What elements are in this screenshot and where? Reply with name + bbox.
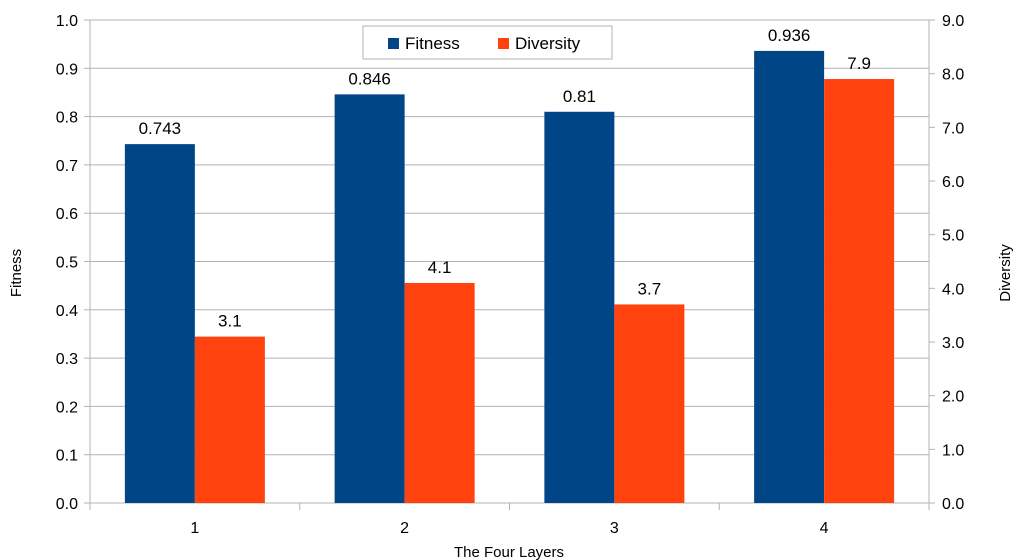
y-tick-label-right: 0.0	[942, 496, 964, 513]
bar-fitness	[334, 94, 405, 503]
y-tick-label-left: 0.6	[56, 206, 78, 223]
legend-label-diversity: Diversity	[515, 34, 581, 53]
y-tick-label-right: 3.0	[942, 335, 964, 352]
data-label-diversity: 3.1	[218, 312, 242, 331]
y-tick-label-left: 0.3	[56, 351, 78, 368]
x-tick-label: 2	[400, 520, 409, 537]
y-tick-label-right: 2.0	[942, 389, 964, 406]
y-axis-title-left: Fitness	[8, 249, 25, 297]
x-tick-label: 3	[610, 520, 619, 537]
bar-diversity	[614, 304, 685, 503]
legend-swatch-fitness	[388, 38, 399, 49]
x-tick-label: 1	[190, 520, 199, 537]
data-label-fitness: 0.81	[563, 87, 596, 106]
y-tick-label-right: 1.0	[942, 442, 964, 459]
data-label-fitness: 0.743	[139, 119, 182, 138]
y-tick-label-right: 8.0	[942, 67, 964, 84]
y-tick-label-right: 5.0	[942, 228, 964, 245]
legend-box	[362, 25, 613, 60]
legend-swatch-diversity	[498, 38, 509, 49]
bar-fitness	[754, 50, 825, 504]
legend: Fitness Diversity	[362, 25, 613, 60]
x-axis-title: The Four Layers	[454, 544, 564, 560]
bar-diversity	[824, 79, 895, 504]
bar-fitness	[124, 144, 195, 504]
tick-labels: 0.0 0.1 0.2 0.3 0.4 0.5 0.6 0.7 0.8 0.9 1.0 0.0 1.0 2…	[56, 13, 965, 537]
y-tick-label-left: 0.5	[56, 255, 78, 272]
data-label-fitness: 0.846	[348, 69, 391, 88]
y-tick-label-right: 9.0	[942, 13, 964, 30]
y-tick-label-left: 0.7	[56, 158, 78, 175]
data-label-diversity: 3.7	[638, 279, 662, 298]
y-tick-label-left: 0.9	[56, 61, 78, 78]
legend-label-fitness: Fitness	[405, 34, 460, 53]
x-tick-label: 4	[820, 520, 829, 537]
y-tick-label-right: 7.0	[942, 120, 964, 137]
data-labels: 0.743 3.1 0.846 4.1 0.81 3.7 0.936 7.9	[139, 26, 871, 331]
data-label-diversity: 4.1	[428, 258, 452, 277]
y-tick-label-right: 4.0	[942, 281, 964, 298]
y-axis-title-right: Diversity	[997, 244, 1014, 302]
y-tick-label-left: 0.2	[56, 399, 78, 416]
bar-diversity	[404, 282, 475, 503]
data-label-diversity: 7.9	[847, 54, 871, 73]
data-label-fitness: 0.936	[768, 26, 811, 45]
bar-diversity	[194, 336, 265, 503]
y-tick-label-left: 1.0	[56, 13, 78, 30]
y-tick-label-left: 0.4	[56, 303, 78, 320]
bars	[124, 50, 895, 504]
y-tick-label-left: 0.8	[56, 110, 78, 127]
y-tick-label-left: 0.0	[56, 496, 78, 513]
y-tick-label-left: 0.1	[56, 448, 78, 465]
bar-fitness	[544, 111, 615, 504]
y-tick-label-right: 6.0	[942, 174, 964, 191]
